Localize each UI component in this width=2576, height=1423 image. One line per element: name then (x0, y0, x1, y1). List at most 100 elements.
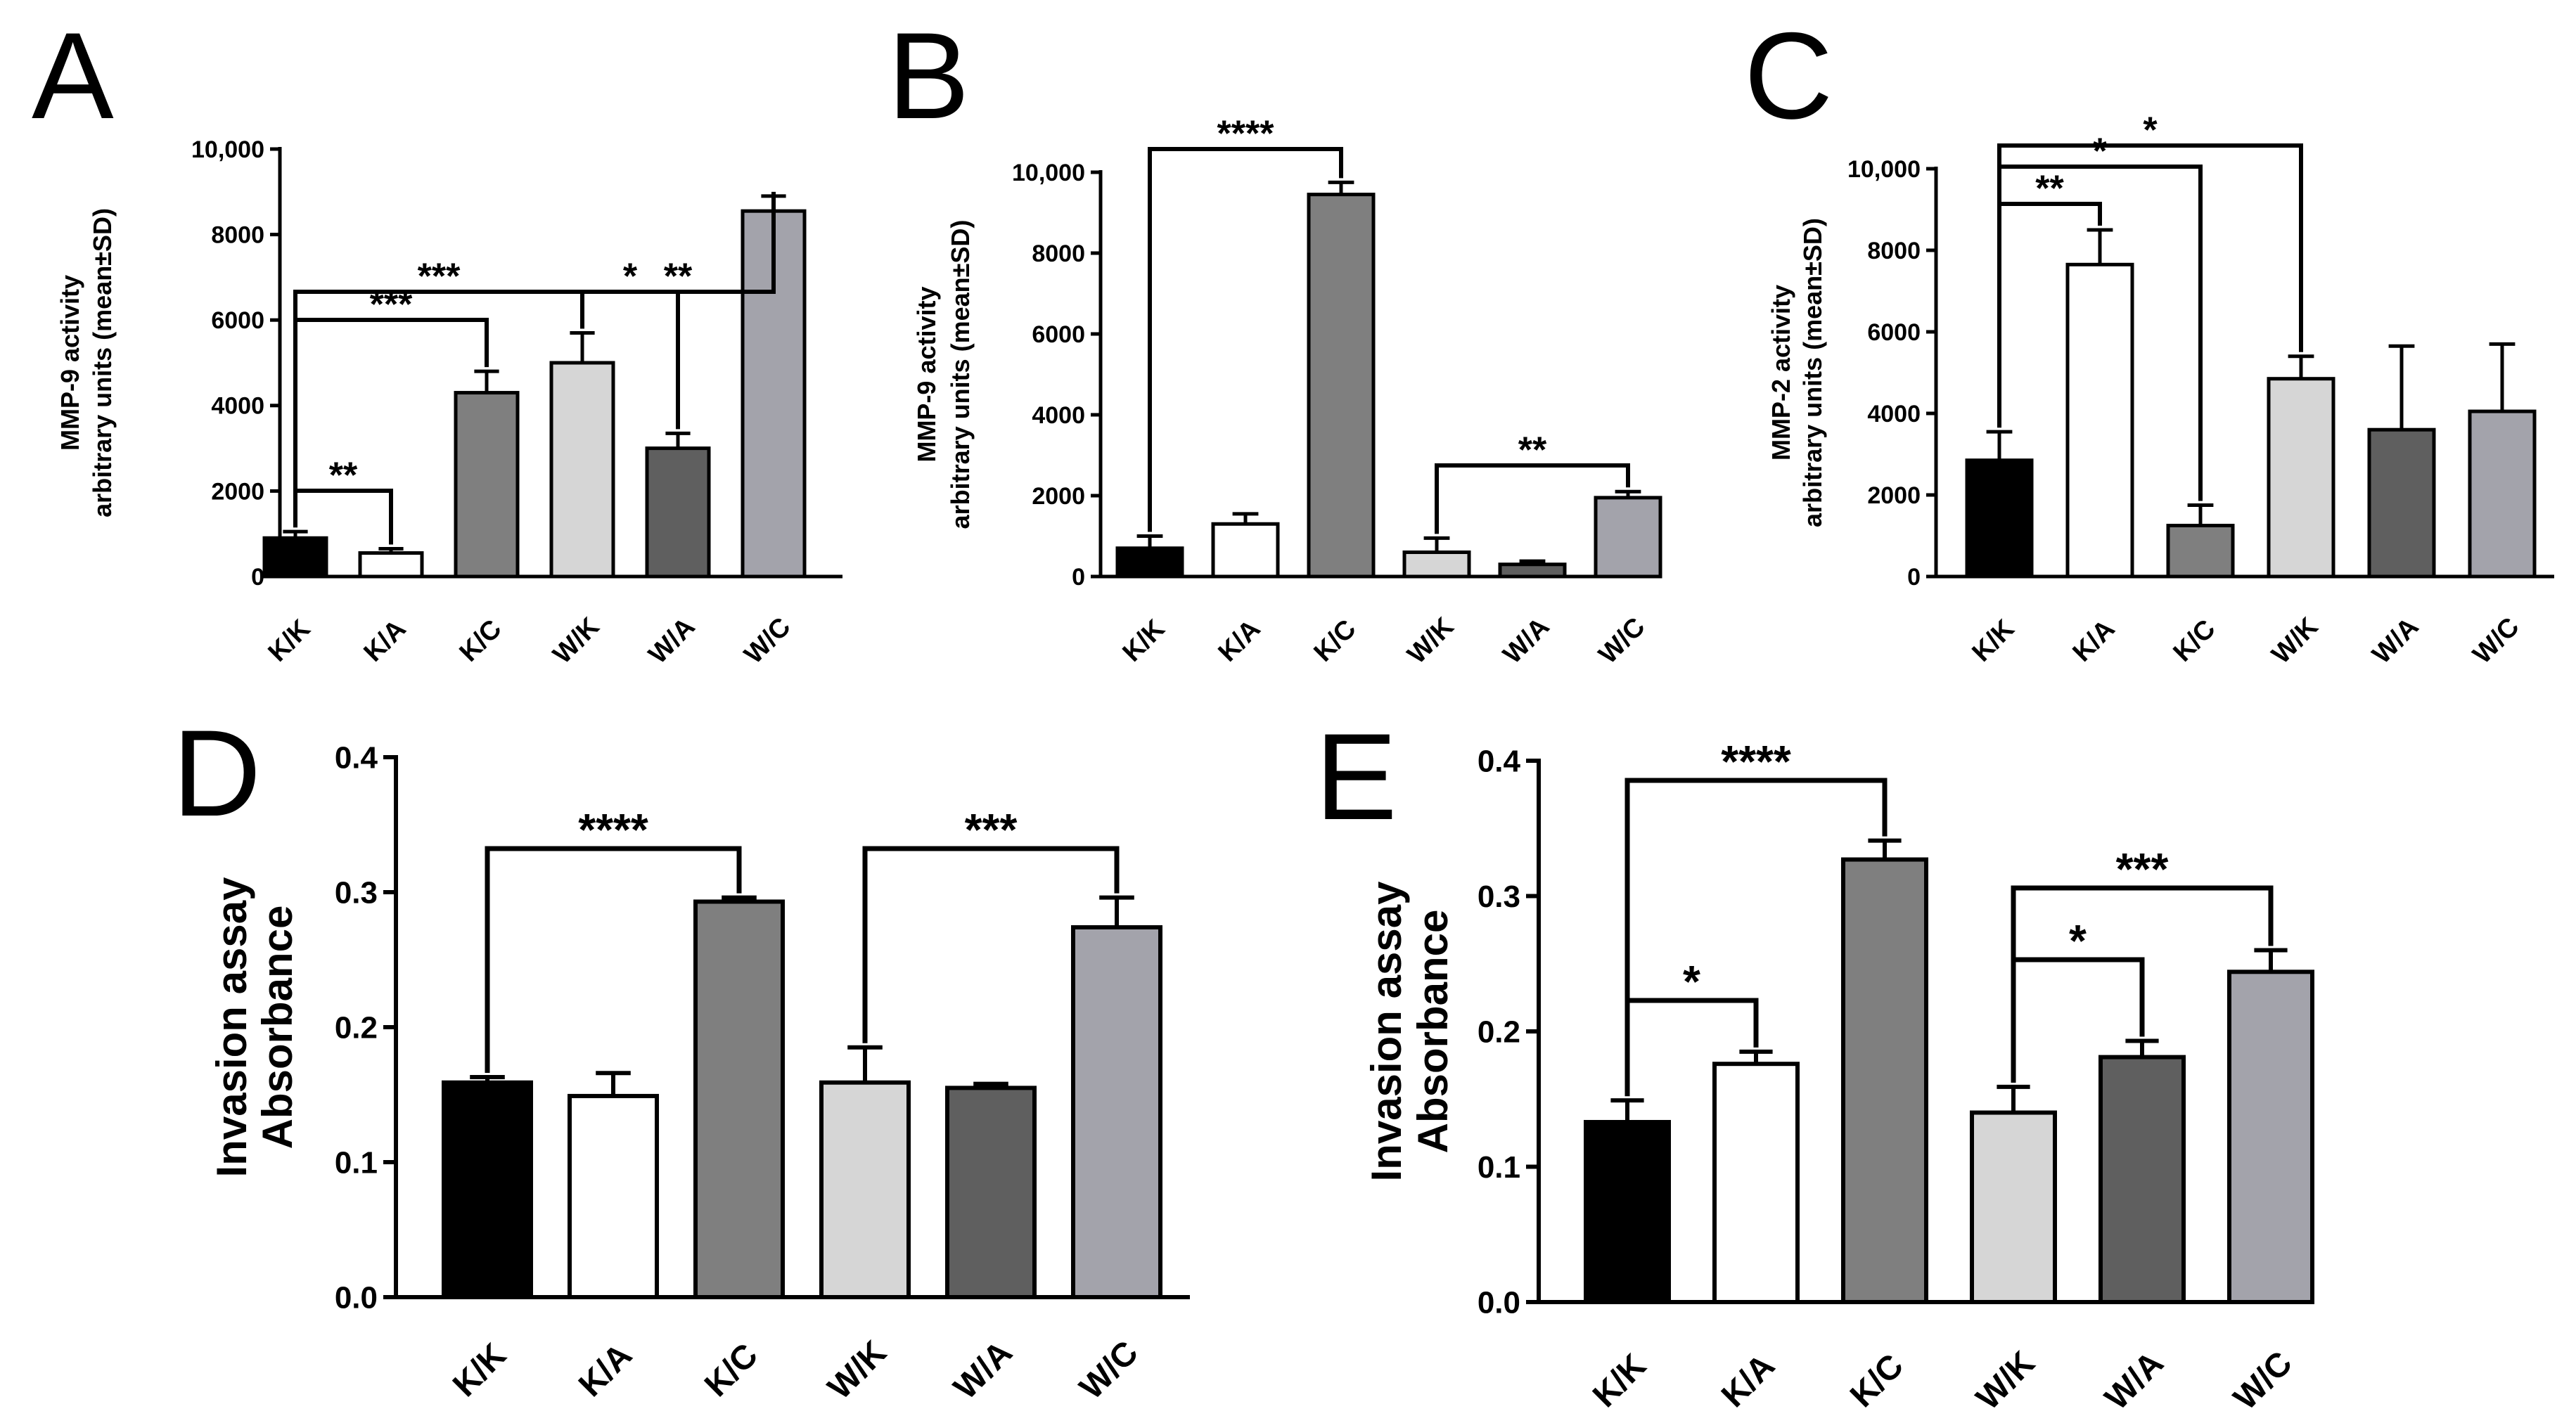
significance-label: ** (664, 257, 693, 297)
category-label: W/C (1594, 612, 1651, 670)
y-tick-label: 10,000 (1847, 156, 1921, 183)
bar-w-k (1402, 550, 1471, 579)
y-tick-label: 0.0 (335, 1280, 378, 1315)
bar-w-a (645, 446, 711, 579)
category-label: K/A (572, 1337, 639, 1404)
y-axis-title-line: Absorbance (254, 906, 301, 1150)
y-tick-label: 2000 (211, 478, 264, 505)
chart-panel-e: 0.0 0.1 0.2 0.3 0.4 Invasion assay Absorbance K… (1363, 736, 2314, 1417)
y-axis-title-line: MMP-9 activity (912, 286, 941, 462)
category-label: W/A (947, 1334, 1019, 1406)
bar-k-c (693, 899, 785, 1299)
significance-label: *** (2116, 844, 2169, 894)
significance-bracket (580, 191, 776, 329)
category-label: W/C (1072, 1334, 1145, 1406)
bar-w-c (2468, 409, 2537, 579)
y-axis-title-line: MMP-2 activity (1767, 285, 1795, 461)
y-tick-label: 0 (1072, 564, 1085, 591)
significance-label: *** (418, 257, 461, 297)
panel-label-b: B (887, 8, 970, 145)
bar-w-k (819, 1080, 911, 1299)
bar-k-a (358, 551, 424, 579)
bar-w-a (2367, 427, 2436, 579)
category-label: W/A (643, 612, 701, 670)
y-tick-label: 10,000 (191, 136, 264, 163)
y-axis-title-line: arbitrary units (mean±SD) (88, 208, 117, 517)
chart-panel-a: 0 2000 4000 6000 8000 10,000 MMP-9 activity arb… (56, 136, 842, 670)
bar-k-k (1115, 546, 1184, 579)
significance-label: *** (965, 804, 1018, 855)
category-label: W/A (2098, 1344, 2170, 1417)
category-label: K/K (1586, 1347, 1653, 1415)
category-label: K/C (454, 614, 508, 668)
significance-bracket (2011, 885, 2274, 1083)
y-axis-title-line: arbitrary units (mean±SD) (1798, 218, 1827, 527)
y-tick-label: 0 (251, 564, 264, 591)
category-label: W/A (2367, 612, 2425, 670)
y-tick-label: 6000 (211, 307, 264, 334)
y-tick-label: 8000 (1867, 238, 1921, 264)
category-label: K/K (263, 614, 316, 667)
category-label: W/C (739, 612, 797, 670)
bar-w-k (1970, 1110, 2057, 1304)
y-tick-label: 0 (1907, 564, 1921, 591)
y-tick-label: 6000 (1032, 321, 1085, 348)
bar-k-k (442, 1080, 533, 1299)
y-axis-title-line: Invasion assay (1363, 881, 1410, 1182)
bar-k-a (1712, 1062, 1800, 1304)
y-tick-label: 0.3 (335, 875, 378, 910)
bar-w-k (549, 361, 615, 579)
bar-k-a (1211, 522, 1280, 579)
bar-k-c (454, 391, 520, 579)
significance-label: **** (1721, 736, 1791, 787)
category-label: W/K (1402, 612, 1460, 669)
category-label: K/A (359, 614, 412, 668)
bar-k-a (2065, 262, 2134, 579)
bar-k-c (1841, 857, 1928, 1304)
panel-label-c: C (1744, 8, 1833, 145)
y-tick-label: 0.0 (1478, 1285, 1520, 1320)
y-tick-label: 0.2 (335, 1010, 378, 1045)
category-label: K/C (698, 1337, 765, 1404)
significance-bracket (485, 846, 742, 1074)
category-label: K/K (446, 1337, 513, 1404)
significance-label: * (623, 257, 638, 297)
significance-bracket (862, 846, 1120, 1043)
category-label: W/K (548, 612, 605, 669)
bar-w-a (2098, 1055, 2186, 1304)
y-tick-label: 4000 (1032, 402, 1085, 429)
category-label: K/C (1843, 1347, 1911, 1415)
y-tick-label: 8000 (1032, 240, 1085, 267)
y-axis-title-line: Invasion assay (208, 877, 255, 1178)
y-tick-label: 8000 (211, 222, 264, 249)
y-axis-title-line: Absorbance (1409, 910, 1456, 1154)
panel-label-e: E (1315, 709, 1397, 846)
y-tick-label: 0.3 (1478, 880, 1520, 914)
category-label: K/A (2068, 614, 2121, 668)
bar-k-k (262, 536, 328, 579)
significance-bracket (1997, 143, 2303, 428)
y-tick-label: 2000 (1867, 482, 1921, 509)
panel-label-a: A (32, 8, 114, 145)
panel-label-d: D (172, 705, 261, 842)
chart-panel-c: 0 2000 4000 6000 8000 10,000 MMP-2 activity arb… (1767, 110, 2554, 670)
significance-label: * (1683, 956, 1700, 1007)
category-label: W/C (2468, 612, 2525, 670)
category-label: W/K (1969, 1344, 2042, 1417)
y-tick-label: 0.1 (335, 1145, 378, 1180)
bar-k-c (1307, 193, 1376, 579)
category-label: W/C (2226, 1344, 2299, 1417)
bar-k-k (1584, 1119, 1671, 1304)
bar-k-a (568, 1093, 659, 1300)
y-tick-label: 4000 (211, 393, 264, 420)
y-tick-label: 2000 (1032, 483, 1085, 510)
y-tick-label: 0.2 (1478, 1015, 1520, 1049)
y-axis-title-line: arbitrary units (mean±SD) (946, 220, 975, 529)
significance-label: ** (329, 456, 358, 496)
category-label: K/A (1213, 614, 1267, 668)
significance-label: * (2143, 110, 2158, 151)
y-tick-label: 6000 (1867, 319, 1921, 346)
significance-label: ** (2035, 169, 2064, 210)
y-tick-label: 0.4 (335, 740, 378, 775)
